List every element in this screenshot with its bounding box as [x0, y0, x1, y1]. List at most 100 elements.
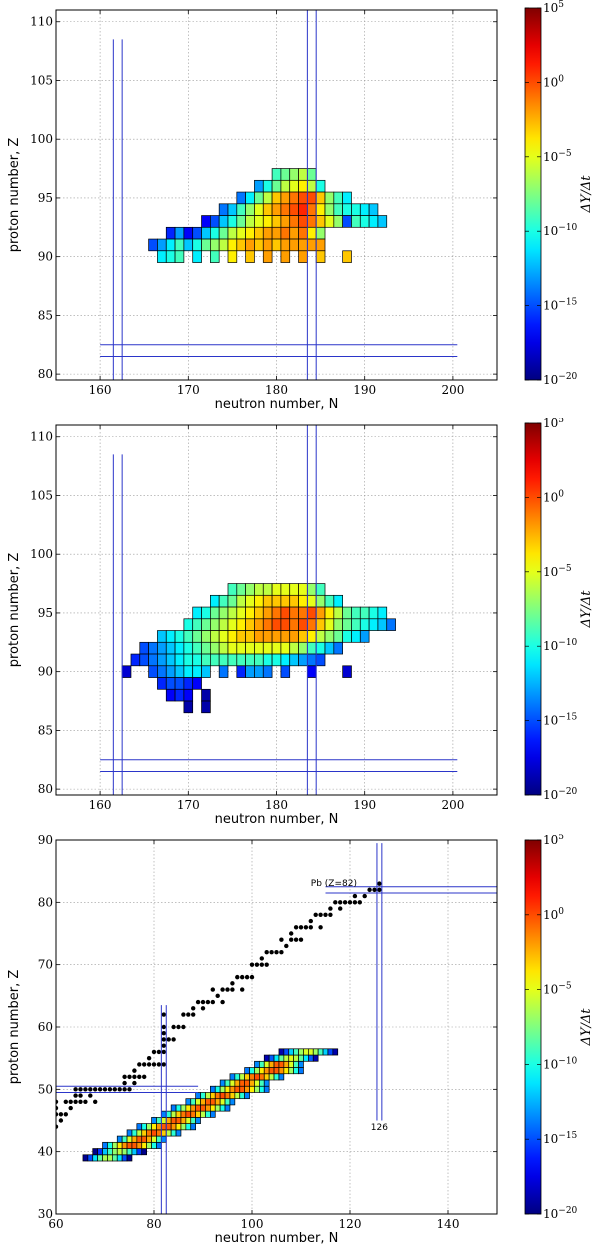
heatmap-cell [298, 583, 308, 596]
heatmap-cell [165, 665, 176, 678]
heatmap-cell [254, 583, 264, 596]
stable-isotope-dot [279, 950, 284, 955]
x-tick-label: 190 [353, 383, 376, 397]
heatmap-cell [174, 238, 185, 252]
heatmap-cell [332, 1048, 339, 1056]
heatmap-cell [262, 665, 273, 678]
heatmap-cell [245, 215, 255, 228]
heatmap-cell [165, 677, 176, 690]
heatmap-cell [141, 1135, 148, 1143]
heatmap-cell [192, 606, 202, 620]
heatmap-cell [342, 215, 352, 228]
heatmap-cell [210, 1104, 216, 1112]
stable-isotope-dot [230, 987, 235, 992]
heatmap-cell [271, 641, 282, 655]
heatmap-cell [229, 1098, 236, 1106]
y-tick-label: 90 [38, 250, 53, 264]
heatmap-cell [245, 191, 255, 205]
heatmap-cell [200, 1104, 206, 1112]
heatmap-cell [307, 594, 317, 608]
heatmap-cell [141, 1123, 148, 1131]
stable-isotope-dot [156, 1062, 162, 1067]
heatmap-cell [183, 630, 194, 643]
heatmap-cell [111, 1141, 118, 1149]
heatmap-cell [161, 1110, 167, 1118]
heatmap-cell [141, 1148, 148, 1156]
heatmap-cell [280, 203, 291, 216]
heatmap-cell [87, 1154, 94, 1162]
stable-isotope-dot [88, 1087, 93, 1092]
heatmap-cell [280, 594, 291, 608]
x-tick-label: 80 [146, 1217, 161, 1231]
heatmap-cell [111, 1148, 118, 1156]
heatmap-cell [293, 1060, 299, 1068]
stable-isotope-dot [56, 1124, 59, 1129]
heatmap-cell [107, 1154, 113, 1162]
heatmap-cell [161, 1117, 167, 1124]
stable-isotope-dot [249, 962, 255, 967]
heatmap-cell [245, 606, 255, 620]
heatmap-cell [333, 203, 343, 216]
heatmap-cell [263, 1085, 270, 1093]
heatmap-cell [151, 1141, 157, 1149]
heatmap-cell [148, 653, 158, 667]
stable-isotope-dot [333, 900, 338, 905]
stable-isotope-dot [240, 987, 245, 992]
y-axis-label: proton number, Z [7, 138, 22, 253]
colorbar-tick-label: 10−10 [543, 638, 578, 653]
heatmap-cell [324, 215, 335, 228]
heatmap-cell [307, 179, 317, 193]
stable-isotope-dot [161, 1043, 166, 1048]
heatmap-cell [195, 1110, 201, 1118]
heatmap-cell [342, 665, 352, 678]
heatmap-cell [165, 238, 176, 252]
heatmap-cell [210, 226, 220, 240]
stable-isotope-dot [146, 1055, 152, 1061]
heatmap-cell [201, 688, 211, 702]
colorbar-tick-label: 105 [543, 0, 564, 15]
heatmap-cell [236, 618, 246, 631]
heatmap-cell [200, 1098, 206, 1106]
heatmap-cell [289, 179, 299, 193]
heatmap-cell [278, 1060, 285, 1068]
grid [56, 10, 497, 380]
heatmap-cell [307, 191, 317, 205]
heatmap-cell [121, 1154, 128, 1162]
stable-isotope-dot [225, 987, 230, 992]
heatmap-cell [131, 1148, 138, 1156]
heatmap-cell [273, 1073, 280, 1081]
heatmap-cell [259, 1067, 265, 1075]
stable-isotope-dot [191, 1006, 196, 1011]
stable-isotope-dot [58, 1112, 64, 1117]
heatmap-cell [102, 1148, 108, 1156]
heatmap-cell [254, 618, 264, 631]
heatmap-cell [227, 238, 238, 252]
heatmap-cell [271, 606, 282, 620]
heatmap-cell [214, 1085, 221, 1093]
heatmap-cell [324, 191, 335, 205]
heatmap-cell [121, 1141, 128, 1149]
heatmap-cell [156, 1129, 162, 1137]
heatmap-cell [195, 1092, 201, 1100]
heatmap-cell [283, 1054, 290, 1062]
stable-isotope-dot [58, 1118, 64, 1123]
heatmap-cell [298, 191, 308, 205]
stable-isotope-dot [279, 937, 284, 942]
x-tick-label: 190 [353, 798, 376, 812]
stable-isotope-dot [235, 974, 240, 980]
heatmap-cell [351, 215, 361, 228]
heatmap-cell [116, 1154, 123, 1162]
heatmap-cell [107, 1141, 113, 1149]
heatmap-cell [307, 203, 317, 216]
heatmap-cell [278, 1073, 285, 1081]
heatmap-cell [342, 606, 352, 620]
heatmap-cell [324, 641, 335, 655]
heatmap-cell [289, 618, 299, 631]
heatmap-cell [201, 700, 211, 714]
heatmap-cell [244, 1073, 250, 1081]
heatmap-cell [195, 1098, 201, 1106]
heatmap-cell [262, 594, 273, 608]
heatmap-cell [288, 1060, 295, 1068]
heatmap-cell [210, 606, 220, 620]
stable-isotope-dot [284, 943, 289, 949]
